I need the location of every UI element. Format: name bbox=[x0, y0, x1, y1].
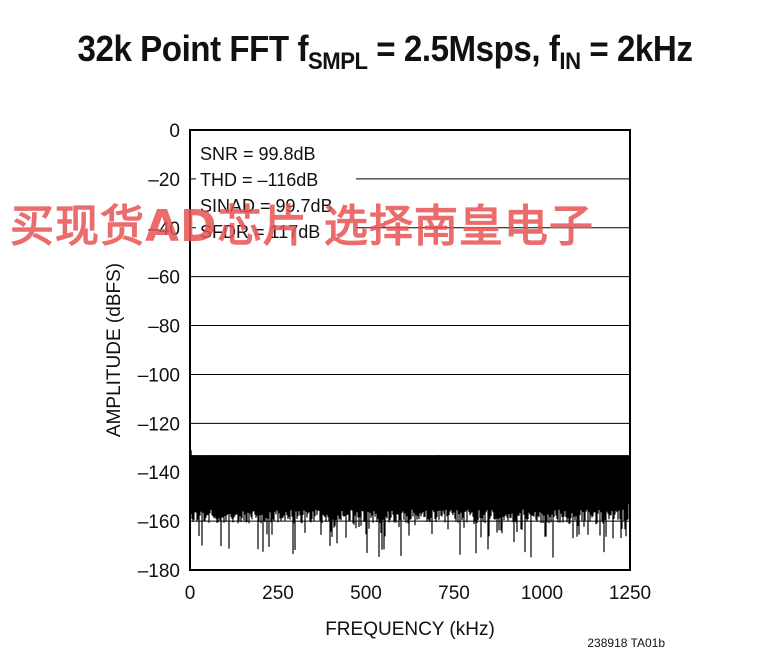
stat-thd: THD = –116dB bbox=[200, 170, 318, 190]
y-tick-label: 0 bbox=[169, 121, 180, 142]
y-tick-label: –40 bbox=[148, 219, 180, 240]
y-tick-label: –100 bbox=[138, 365, 180, 386]
stat-snr: SNR = 99.8dB bbox=[200, 144, 316, 164]
x-tick-label: 0 bbox=[185, 583, 196, 604]
fft-trace bbox=[189, 450, 629, 558]
title-sub-in: IN bbox=[559, 48, 581, 75]
chart-title: 32k Point FFT fSMPL = 2.5Msps, fIN = 2kH… bbox=[31, 28, 739, 74]
x-axis-title: FREQUENCY (kHz) bbox=[325, 619, 495, 640]
y-axis-title: AMPLITUDE (dBFS) bbox=[104, 263, 125, 437]
title-sub-smpl: SMPL bbox=[308, 48, 368, 75]
title-suffix: = 2kHz bbox=[580, 28, 693, 69]
plot-frame bbox=[189, 129, 631, 571]
stat-sinad: SINAD = 99.7dB bbox=[200, 196, 333, 216]
x-tick-label: 1250 bbox=[609, 583, 651, 604]
noise-floor-band bbox=[191, 455, 629, 504]
x-tick-label: 500 bbox=[350, 583, 382, 604]
x-tick-label: 750 bbox=[438, 583, 470, 604]
stats-box-background bbox=[196, 136, 356, 244]
title-middle: = 2.5Msps, f bbox=[367, 28, 560, 69]
y-tick-label: –20 bbox=[148, 170, 180, 191]
figure-code: 238918 TA01b bbox=[587, 636, 665, 650]
y-tick-label: –180 bbox=[138, 561, 180, 582]
y-tick-label: –120 bbox=[138, 414, 180, 435]
y-tick-labels: 0 –20 –40 –60 –80 –100 –120 –140 –160 –180 bbox=[138, 121, 180, 582]
x-tick-label: 250 bbox=[262, 583, 294, 604]
title-prefix: 32k Point FFT f bbox=[77, 28, 309, 69]
stat-sfdr: SFDR = 117dB bbox=[200, 222, 320, 242]
y-tick-label: –60 bbox=[148, 268, 180, 289]
x-tick-label: 1000 bbox=[521, 583, 563, 604]
y-tick-label: –80 bbox=[148, 317, 180, 338]
y-tick-label: –140 bbox=[138, 463, 180, 484]
y-tick-label: –160 bbox=[138, 512, 180, 533]
x-tick-labels: 0 250 500 750 1000 1250 bbox=[185, 583, 651, 604]
